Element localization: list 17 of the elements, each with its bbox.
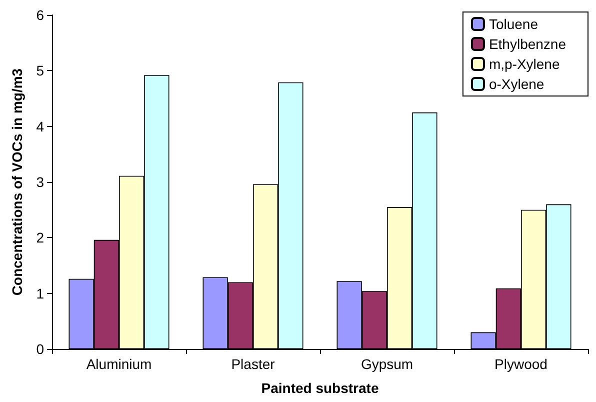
y-tick-label: 2 [36, 230, 44, 246]
x-tick-label: Plywood [494, 356, 548, 372]
legend-label: m,p-Xylene [488, 56, 560, 72]
y-tick-label: 5 [36, 62, 44, 79]
x-tick-label: Gypsum [360, 356, 414, 372]
y-tick-label: 4 [36, 118, 44, 134]
y-tick-label: 0 [36, 341, 44, 357]
legend-label: o-Xylene [488, 76, 544, 92]
legend-label: Toluene [488, 16, 538, 32]
y-axis-title: Concentrations of VOCs in mg/m3 [9, 68, 25, 296]
y-tick-label: 3 [36, 174, 44, 190]
legend-label: Ethylbenzne [488, 36, 566, 52]
x-tick-label: Plaster [231, 356, 276, 372]
x-axis-title: Painted substrate [261, 380, 379, 396]
x-tick-label: Aluminium [86, 356, 152, 372]
y-tick-label: 1 [36, 285, 44, 302]
y-tick-label: 6 [36, 7, 44, 23]
